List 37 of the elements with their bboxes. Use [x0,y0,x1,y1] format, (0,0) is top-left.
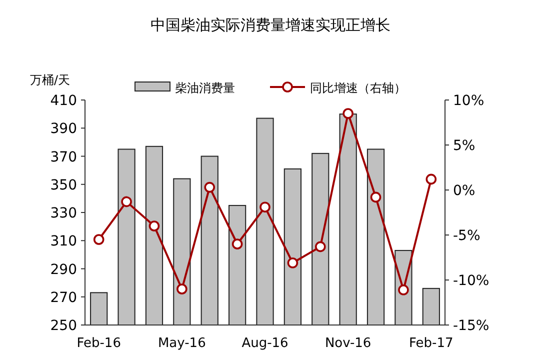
point [204,182,216,193]
point [121,196,132,208]
point [426,174,437,185]
point [398,284,409,296]
y-tick-label: 250 [50,318,77,334]
y-tick-label: 370 [50,149,77,166]
y-tick-label: 350 [50,177,77,194]
y2-tick-label: 5% [453,138,476,154]
y-tick-label: 270 [50,290,77,306]
x-tick-label: Feb-16 [76,336,121,351]
point [314,241,326,252]
y2-tick-label: 10% [453,93,484,109]
x-tick-label: Aug-16 [242,336,288,351]
y-tick-label: 310 [50,234,77,250]
x-tick-label: May-16 [158,336,206,351]
y-tick-label: 410 [50,93,77,109]
x-tick-label: Feb-17 [409,336,454,351]
point [342,108,354,119]
y-tick-label: 390 [50,121,77,138]
point [176,284,188,294]
y2-tick-label: 0% [453,183,476,199]
point [370,192,382,203]
x-tick-label: Nov-16 [324,336,372,351]
point [93,234,104,245]
chart-title: 中国柴油实际消费量增速实现正增长 [150,16,390,34]
point [287,258,298,268]
y-axis-title: 万桶/天 [30,73,70,87]
y-tick-label: 330 [50,206,77,222]
point [148,220,160,232]
y2-tick-label: -15% [453,318,490,334]
legend-label: 同比增速（右轴） [310,81,406,95]
point [260,202,270,212]
y2-tick-label: -5% [453,228,480,244]
y-tick-label: 290 [50,262,77,278]
y2-tick-label: -10% [453,273,490,289]
point [232,238,243,250]
legend-label: 柴油消费量 [175,81,235,95]
